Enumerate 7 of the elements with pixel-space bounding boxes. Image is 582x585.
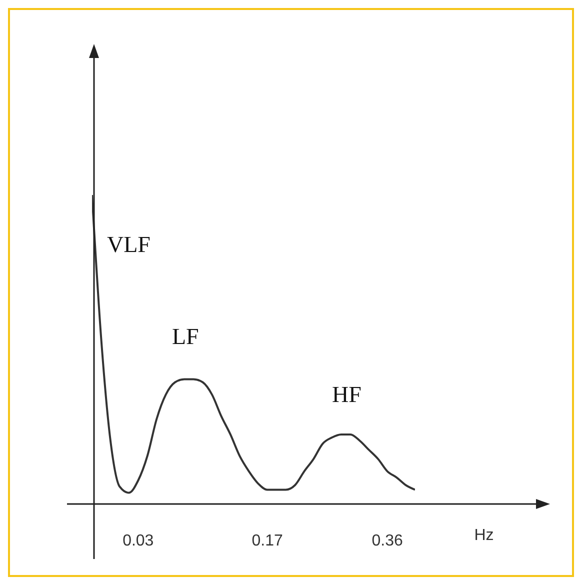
x-tick-label: 0.17 — [252, 532, 284, 550]
x-axis-title: Hz — [474, 527, 494, 544]
annotation: VLF — [107, 232, 150, 257]
annotation: LF — [172, 324, 199, 349]
x-tick-label: 0.36 — [372, 532, 403, 550]
x-tick-label: 0.03 — [122, 532, 154, 550]
annotation: HF — [332, 382, 362, 407]
